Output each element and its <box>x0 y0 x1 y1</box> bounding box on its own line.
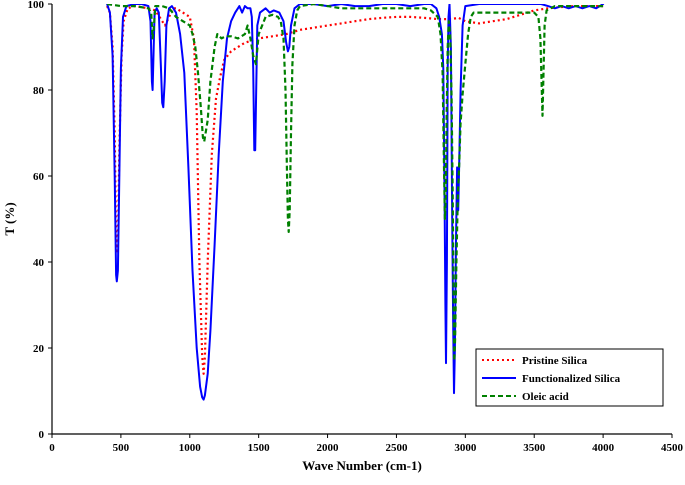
x-tick-label: 1000 <box>179 442 202 454</box>
series-line-pristine-silica <box>106 5 604 375</box>
series-layer <box>106 4 605 401</box>
series-line-functionalized-silica <box>106 4 605 401</box>
y-tick-label: 0 <box>39 429 45 441</box>
y-tick-label: 20 <box>33 343 45 355</box>
x-tick-label: 4000 <box>592 442 615 454</box>
legend-label: Functionalized Silica <box>522 373 621 385</box>
legend-label: Pristine Silica <box>522 355 588 367</box>
legend-item-pristine-silica: Pristine Silica <box>482 355 588 367</box>
legend-label: Oleic acid <box>522 391 569 403</box>
x-tick-label: 4500 <box>661 442 684 454</box>
axes-layer <box>51 4 672 435</box>
y-tick-label: 100 <box>28 0 45 11</box>
x-tick-label: 3000 <box>454 442 477 454</box>
legend-item-functionalized-silica: Functionalized Silica <box>482 373 621 385</box>
x-tick-label: 2000 <box>317 442 340 454</box>
x-tick-label: 0 <box>49 442 55 454</box>
x-tick-label: 2500 <box>385 442 408 454</box>
ticks-layer: 0 500 1000 1500 2000 2500 3000 3500 4000 4500 0 20 4… <box>28 0 684 454</box>
y-tick-label: 40 <box>33 257 45 269</box>
y-tick-label: 60 <box>33 171 45 183</box>
legend-item-oleic-acid: Oleic acid <box>482 391 569 403</box>
legend: Pristine Silica Functionalized Silica Olei… <box>475 348 664 407</box>
x-tick-label: 3500 <box>523 442 546 454</box>
y-axis-title: T (%) <box>2 202 17 235</box>
x-tick-label: 1500 <box>248 442 271 454</box>
x-tick-label: 500 <box>113 442 130 454</box>
series-line-oleic-acid <box>106 4 604 362</box>
y-tick-label: 80 <box>33 85 45 97</box>
x-axis-title: Wave Number (cm-1) <box>302 458 422 473</box>
